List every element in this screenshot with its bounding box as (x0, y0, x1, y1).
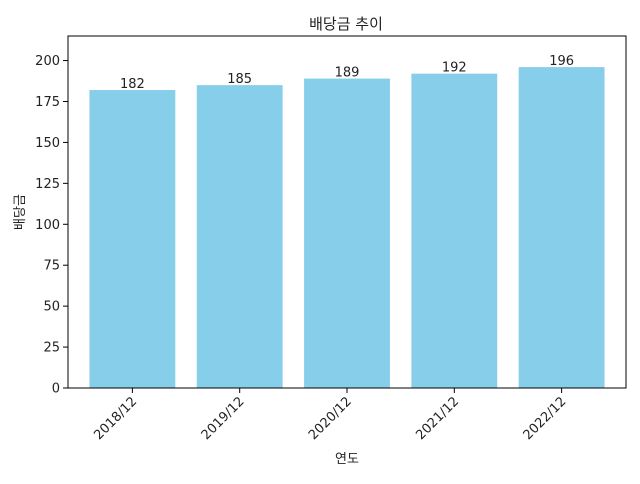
x-axis-label: 연도 (335, 452, 359, 467)
bar-value-label: 185 (227, 72, 252, 87)
x-axis: 2018/12 2019/12 2020/12 2021/12 2022/12 (91, 388, 569, 443)
y-tick-label: 125 (35, 177, 60, 192)
bar-2022-12 (518, 67, 605, 388)
bar-value-label: 196 (549, 54, 574, 69)
y-axis-label: 배당금 (13, 194, 28, 230)
x-tick-label: 2022/12 (521, 394, 570, 443)
y-tick-label: 50 (43, 300, 60, 315)
y-axis: 0 25 50 75 100 125 150 175 200 (35, 54, 68, 397)
bar-2018-12 (89, 90, 176, 389)
bar-2020-12 (304, 78, 390, 388)
y-tick-label: 75 (43, 259, 60, 274)
x-tick-label: 2020/12 (306, 394, 355, 443)
bar-value-label: 182 (120, 77, 145, 92)
x-tick-label: 2021/12 (413, 394, 462, 443)
plot-frame (67, 35, 627, 389)
y-tick-label: 25 (43, 341, 60, 356)
y-tick-label: 100 (35, 218, 60, 233)
bar-value-label: 189 (335, 66, 360, 81)
bar-2021-12 (411, 73, 498, 388)
bar-2019-12 (196, 85, 283, 389)
bar-value-label: 192 (442, 61, 467, 76)
y-tick-label: 175 (35, 95, 60, 110)
x-tick-label: 2019/12 (199, 394, 248, 443)
bars-group: 182 185 189 192 196 (89, 54, 605, 389)
y-tick-label: 150 (35, 136, 60, 151)
chart-title: 배당금 추이 (309, 15, 383, 33)
y-tick-label: 0 (52, 382, 60, 397)
x-tick-label: 2018/12 (91, 394, 140, 443)
y-tick-label: 200 (35, 54, 60, 69)
